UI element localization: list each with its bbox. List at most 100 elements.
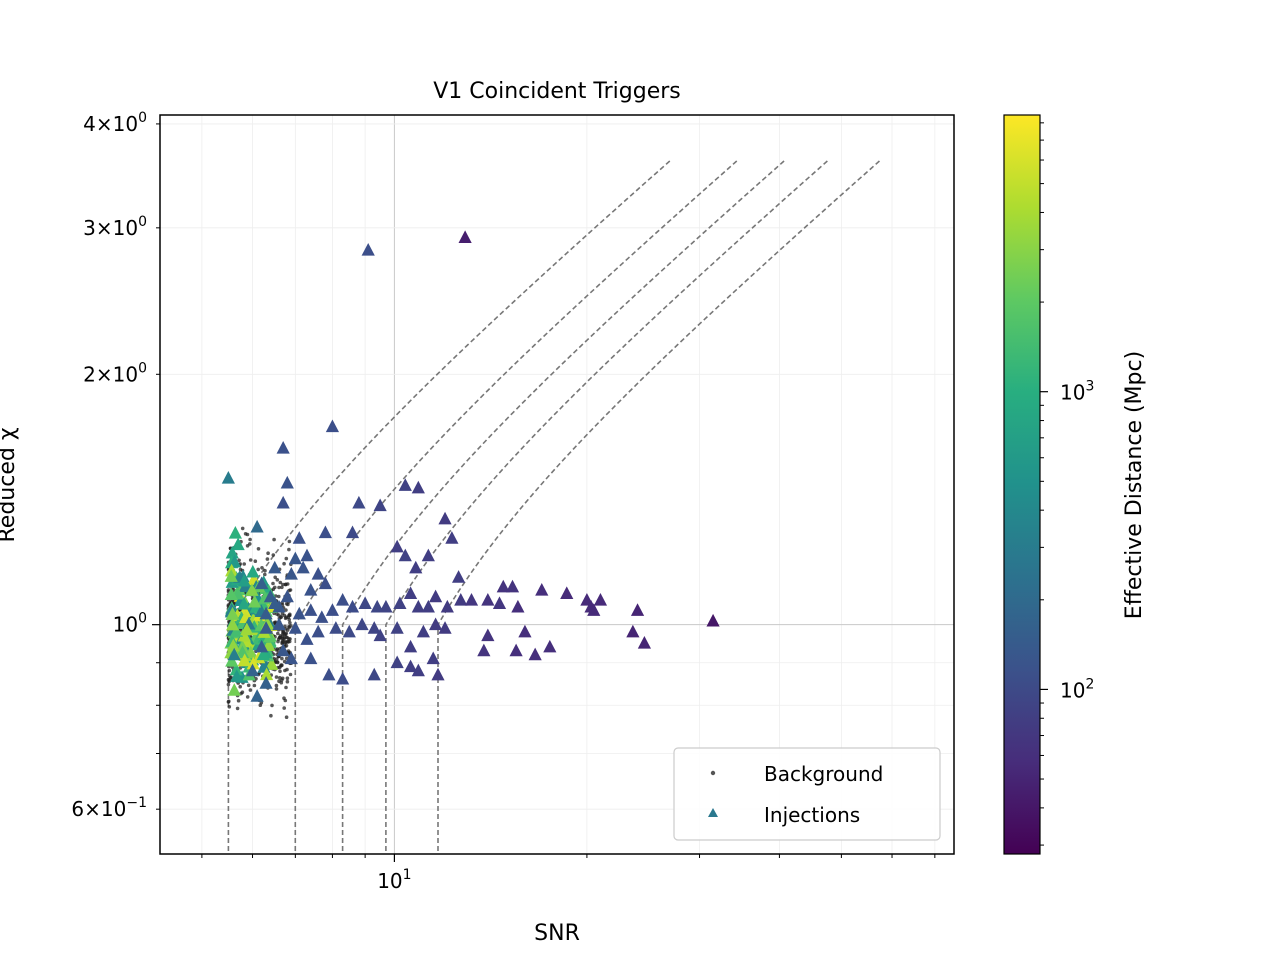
injection-point — [250, 689, 264, 702]
injection-point — [245, 583, 259, 596]
injection-point — [345, 525, 360, 539]
injection-point — [509, 643, 523, 657]
background-point — [226, 588, 231, 592]
background-point — [274, 687, 279, 691]
x-axis-ticks: 101 — [201, 854, 936, 893]
injection-point — [511, 599, 525, 613]
background-point — [281, 582, 285, 587]
background-point — [274, 657, 279, 661]
injection-point — [706, 613, 720, 627]
injection-point — [231, 537, 245, 551]
background-point — [275, 660, 280, 665]
injection-point — [256, 647, 270, 661]
injection-point — [228, 554, 242, 568]
background-point — [271, 553, 276, 557]
injection-point — [225, 617, 240, 631]
background-point — [288, 672, 293, 677]
background-point — [282, 561, 286, 566]
background-point — [275, 647, 280, 651]
y-axis-label: Reduced χ — [0, 427, 20, 542]
background-point — [278, 580, 283, 585]
colorbar-gradient — [1003, 114, 1041, 855]
injection-point — [626, 624, 640, 638]
background-point — [248, 558, 253, 562]
background-point — [284, 602, 289, 606]
background-point — [275, 578, 280, 582]
injection-point — [272, 617, 286, 631]
background-point — [282, 706, 287, 710]
background-point — [285, 676, 290, 680]
background-point — [283, 616, 288, 621]
injection-point — [445, 531, 459, 544]
background-point — [273, 575, 278, 580]
injection-point — [276, 495, 290, 509]
injection-point — [345, 599, 360, 613]
background-point — [227, 679, 231, 684]
injection-point — [228, 525, 242, 539]
background-point — [274, 683, 279, 688]
injection-point — [492, 596, 507, 610]
x-tick-label: 101 — [377, 867, 411, 893]
colorbar-ticks: 102 103 — [1040, 122, 1094, 846]
injection-point — [268, 596, 282, 610]
injection-point — [355, 617, 369, 631]
background-point — [286, 639, 290, 644]
injection-point — [505, 579, 520, 593]
injection-point — [409, 560, 423, 574]
background-point — [256, 567, 261, 572]
injection-point — [416, 624, 430, 638]
background-point — [248, 537, 252, 542]
injection-point — [438, 511, 452, 525]
colorbar: 102 103 Effective Distance (Mpc) — [1003, 114, 1147, 855]
y-axis-ticks: 4×100 3×100 2×100 100 6×10−1 — [71, 110, 160, 821]
background-point — [284, 685, 288, 690]
background-point — [284, 608, 288, 612]
background-point — [260, 566, 264, 570]
background-point — [256, 547, 261, 551]
injection-point — [315, 610, 329, 623]
chart-title: V1 Coincident Triggers — [433, 79, 681, 104]
injection-point — [543, 639, 557, 653]
injection-point — [322, 667, 336, 681]
injection-point — [431, 667, 445, 681]
background-point — [287, 637, 291, 641]
background-point — [285, 582, 290, 586]
injection-point — [342, 624, 356, 638]
injection-point — [265, 657, 279, 670]
background-point — [282, 696, 286, 700]
injection-point — [403, 659, 418, 673]
y-tick-label: 3×100 — [83, 214, 147, 240]
injection-point — [429, 589, 443, 603]
background-point — [240, 526, 245, 531]
injection-point — [587, 603, 601, 616]
injection-point — [481, 593, 495, 606]
injection-point — [390, 539, 404, 553]
injection-point — [352, 495, 366, 509]
injection-point — [361, 242, 375, 256]
background-point — [246, 683, 251, 688]
background-point — [280, 676, 285, 681]
injection-point — [426, 651, 440, 665]
injection-point — [237, 596, 251, 610]
injection-point — [593, 593, 608, 606]
background-point — [284, 715, 289, 719]
background-point — [227, 668, 232, 673]
injection-point — [221, 471, 235, 484]
legend-marker-background — [710, 770, 716, 776]
injection-point — [300, 548, 314, 562]
injection-point — [226, 638, 240, 652]
background-point — [252, 683, 257, 688]
snr-contour-line — [227, 159, 672, 854]
background-point — [253, 559, 258, 563]
injection-point — [280, 589, 294, 603]
injection-point — [235, 645, 250, 659]
background-point — [248, 688, 253, 692]
snr-contour-line — [437, 159, 882, 854]
injection-point — [292, 606, 306, 620]
background-point — [235, 706, 240, 711]
injection-point — [390, 621, 404, 634]
legend-marker-injections — [708, 808, 718, 817]
injection-point — [250, 519, 264, 533]
snr-contour-line — [294, 159, 739, 854]
